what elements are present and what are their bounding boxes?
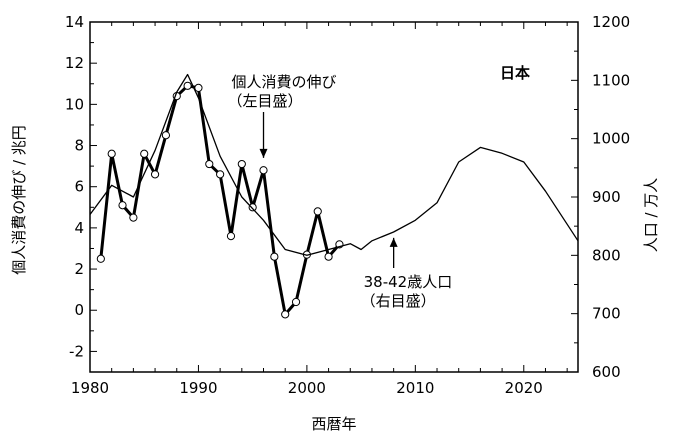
- data-point: [194, 83, 203, 92]
- data-point: [313, 207, 322, 216]
- y-left-tick-label: 4: [74, 219, 84, 237]
- data-point: [216, 170, 225, 179]
- y-right-tick-label: 800: [592, 246, 621, 264]
- x-tick-label: 2020: [505, 379, 543, 397]
- y-left-tick-label: 6: [74, 178, 84, 196]
- y-right-tick-label: 900: [592, 188, 621, 206]
- y-right-tick-label: 600: [592, 363, 621, 381]
- annotations: 個人消費の伸び（左目盛） 38-42歳人口（右目盛）: [228, 73, 453, 310]
- data-point: [237, 159, 246, 169]
- annotation-arrow-head: [389, 237, 398, 247]
- y-left-tick-label: 12: [65, 54, 84, 72]
- data-point: [183, 81, 192, 90]
- data-point: [248, 203, 257, 212]
- y-left-axis-title: 個人消費の伸び / 兆円: [10, 125, 28, 275]
- y-left-tick-label: 0: [74, 301, 84, 319]
- axis-ticks: 1980 1990 2000 2010 2020 -2 0 2 4 6 8 10 12 14 600 700 8…: [65, 13, 630, 397]
- series-line-0: [99, 84, 341, 316]
- x-tick-label: 2010: [396, 379, 434, 397]
- data-point: [259, 166, 268, 175]
- series-layer: [89, 73, 579, 319]
- y-left-tick-label: -2: [69, 342, 84, 360]
- data-point: [96, 254, 105, 263]
- annotation-text: （右目盛）: [361, 292, 436, 310]
- y-right-tick-label: 700: [592, 305, 621, 323]
- series-line-1: [89, 73, 579, 256]
- y-right-axis-title: 人口 / 万人: [642, 178, 660, 253]
- country-label: 日本: [500, 64, 530, 82]
- annotation-arrow-head: [259, 148, 268, 158]
- y-right-tick-label: 1000: [592, 130, 630, 148]
- y-right-tick-label: 1200: [592, 13, 630, 31]
- x-tick-label: 2000: [288, 379, 326, 397]
- data-point: [129, 213, 138, 222]
- annotation-text: 38-42歳人口: [364, 273, 453, 291]
- data-point: [291, 297, 301, 307]
- y-left-tick-label: 14: [65, 13, 84, 31]
- y-left-tick-label: 10: [65, 95, 84, 113]
- data-point: [161, 131, 171, 140]
- annotation-text: （左目盛）: [228, 92, 303, 110]
- annotation-text: 個人消費の伸び: [232, 73, 337, 91]
- data-point: [140, 149, 149, 158]
- x-tick-label: 1980: [71, 379, 109, 397]
- data-point: [150, 170, 160, 179]
- x-axis-title: 西暦年: [311, 415, 356, 433]
- data-point: [226, 232, 236, 241]
- y-left-tick-label: 8: [74, 137, 84, 155]
- data-point: [324, 252, 333, 261]
- y-left-tick-label: 2: [74, 260, 84, 278]
- data-point: [270, 252, 279, 261]
- y-right-tick-label: 1100: [592, 71, 630, 89]
- data-point: [205, 159, 214, 169]
- data-point: [118, 201, 127, 210]
- data-point: [107, 149, 116, 158]
- data-point: [281, 310, 290, 319]
- x-tick-label: 1990: [179, 379, 217, 397]
